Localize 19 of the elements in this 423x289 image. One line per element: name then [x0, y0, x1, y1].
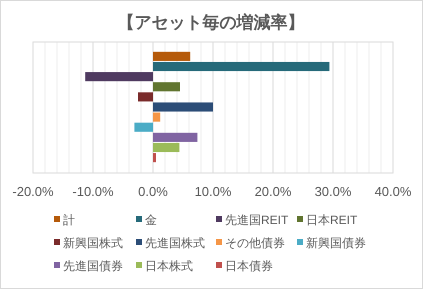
chart-title: 【アセット毎の増減率】	[118, 12, 304, 32]
x-tick-label: 40.0%	[374, 184, 412, 199]
x-tick-label: 10.0%	[194, 184, 232, 199]
legend-label: 先進国債券	[63, 259, 123, 273]
legend-label: 日本株式	[145, 259, 193, 273]
legend-label: 金	[145, 213, 157, 227]
x-tick-label: 20.0%	[254, 184, 292, 199]
x-tick-label: -20.0%	[12, 184, 54, 199]
legend-label: その他債券	[225, 236, 285, 250]
x-tick-label: 0.0%	[138, 184, 168, 199]
legend-label: 計	[63, 213, 75, 227]
x-tick-label: 30.0%	[314, 184, 352, 199]
legend-label: 新興国株式	[63, 236, 123, 250]
legend-label: 日本債券	[225, 259, 273, 273]
legend-label: 先進国株式	[145, 236, 205, 250]
legend-label: 新興国債券	[306, 236, 366, 250]
legend-label: 日本REIT	[306, 213, 358, 227]
x-tick-label: -10.0%	[72, 184, 114, 199]
legend-label: 先進国REIT	[225, 213, 290, 227]
